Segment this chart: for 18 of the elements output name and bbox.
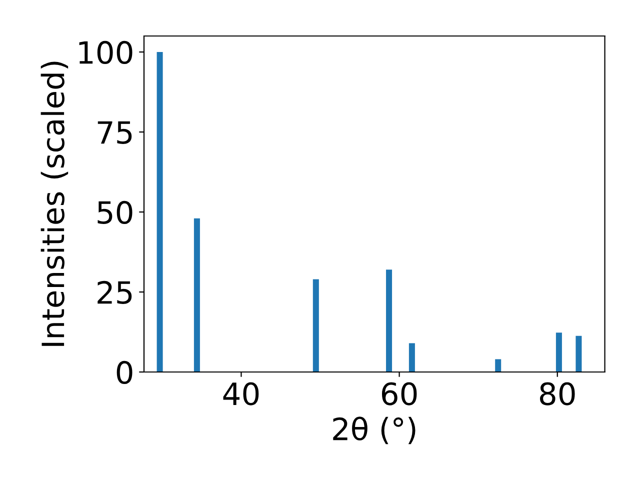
bar <box>576 336 582 372</box>
y-tick-label: 0 <box>116 360 132 384</box>
x-tick-label: 60 <box>382 382 417 406</box>
x-axis-title: 2θ (°) <box>333 416 416 444</box>
bar <box>495 359 502 372</box>
y-tick-label: 50 <box>98 200 132 224</box>
x-tick-label: 40 <box>223 382 259 406</box>
bar <box>194 218 200 372</box>
bar <box>408 343 415 372</box>
bar <box>156 52 163 372</box>
y-tick-label: 75 <box>98 121 132 144</box>
y-tick-label: 25 <box>98 280 132 304</box>
bar <box>386 270 392 372</box>
bar <box>312 279 319 372</box>
bar <box>556 332 562 372</box>
y-tick-label: 100 <box>79 40 132 64</box>
y-axis-title: Intensities (scaled) <box>40 62 68 346</box>
x-tick-label: 80 <box>540 382 575 406</box>
